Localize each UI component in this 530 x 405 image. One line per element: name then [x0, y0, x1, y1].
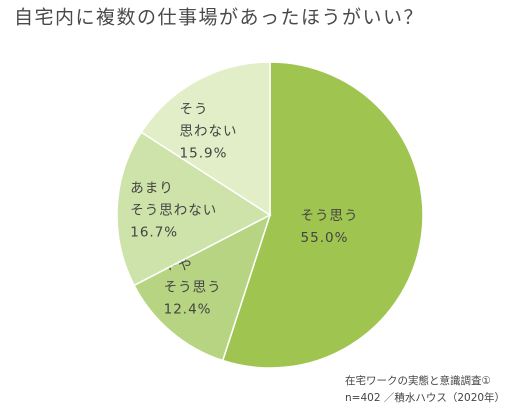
source-note: n=402 ／積水ハウス（2020年） [345, 391, 505, 404]
slice-label: そう思う [301, 208, 359, 224]
value-label: 12.4% [164, 301, 212, 317]
pie-slice [116, 131, 272, 287]
pie-slice [221, 61, 424, 369]
value-label: 15.9% [180, 146, 228, 162]
slice-label: そう思う [164, 279, 222, 295]
value-label: 16.7% [130, 225, 178, 241]
source-note: 在宅ワークの実態と意識調査① [345, 374, 491, 387]
slice-label: あまり [130, 181, 174, 197]
value-label: 55.0% [301, 230, 349, 246]
slice-label: そう思わない [130, 203, 217, 219]
slice-label: そう [180, 102, 209, 118]
chart-title: 自宅内に複数の仕事場があったほうがいい？ [14, 7, 424, 29]
pie-slice [140, 61, 271, 217]
pie-slice [133, 213, 272, 362]
slice-label: 思わない [180, 124, 238, 140]
